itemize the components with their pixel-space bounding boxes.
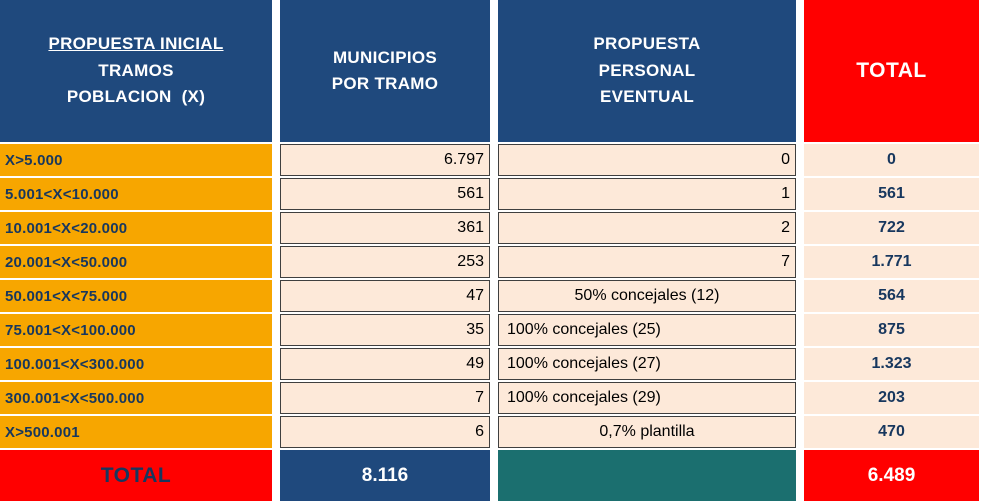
eventual-cell: 50% concejales (12) — [498, 280, 796, 312]
header-personal-eventual: PROPUESTA PERSONAL EVENTUAL — [498, 0, 796, 142]
eventual-cell: 0 — [498, 144, 796, 176]
header-municipios-line2: POR TRAMO — [331, 74, 439, 93]
municipios-cell: 253 — [280, 246, 490, 278]
eventual-cell: 100% concejales (25) — [498, 314, 796, 346]
header-tramos-poblacion: PROPUESTA INICIAL TRAMOS POBLACION (X) — [0, 0, 272, 142]
footer-grand-total: 6.489 — [804, 450, 979, 501]
municipios-cell: 6 — [280, 416, 490, 448]
footer-total-label: TOTAL — [0, 450, 272, 501]
total-cell: 561 — [804, 178, 979, 210]
municipios-cell: 361 — [280, 212, 490, 244]
header-municipios-line1: MUNICIPIOS — [332, 47, 438, 67]
header-tramos-line2: TRAMOS — [98, 60, 174, 80]
tramo-cell: 300.001<X<500.000 — [0, 382, 272, 414]
municipios-cell: 7 — [280, 382, 490, 414]
tramo-cell: 20.001<X<50.000 — [0, 246, 272, 278]
total-cell: 875 — [804, 314, 979, 346]
header-eventual-line2: PERSONAL — [598, 60, 696, 80]
tramo-cell: 10.001<X<20.000 — [0, 212, 272, 244]
header-municipios: MUNICIPIOS POR TRAMO — [280, 0, 490, 142]
total-cell: 0 — [804, 144, 979, 176]
tramo-cell: 5.001<X<10.000 — [0, 178, 272, 210]
eventual-cell: 1 — [498, 178, 796, 210]
municipios-cell: 35 — [280, 314, 490, 346]
total-cell: 722 — [804, 212, 979, 244]
municipios-cell: 6.797 — [280, 144, 490, 176]
municipios-cell: 47 — [280, 280, 490, 312]
header-tramos-line3: POBLACION (X) — [66, 87, 206, 107]
eventual-cell: 100% concejales (29) — [498, 382, 796, 414]
tramo-cell: 100.001<X<300.000 — [0, 348, 272, 380]
header-eventual-line3: EVENTUAL — [599, 87, 694, 107]
municipios-cell: 49 — [280, 348, 490, 380]
header-tramos-line1: PROPUESTA INICIAL — [48, 34, 224, 54]
tramo-cell: 50.001<X<75.000 — [0, 280, 272, 312]
eventual-cell: 0,7% plantilla — [498, 416, 796, 448]
header-total: TOTAL — [804, 0, 979, 142]
eventual-cell: 2 — [498, 212, 796, 244]
tramo-cell: 75.001<X<100.000 — [0, 314, 272, 346]
total-cell: 1.771 — [804, 246, 979, 278]
tramo-cell: X>500.001 — [0, 416, 272, 448]
total-cell: 564 — [804, 280, 979, 312]
municipios-cell: 561 — [280, 178, 490, 210]
header-eventual-line1: PROPUESTA — [593, 34, 701, 54]
total-cell: 1.323 — [804, 348, 979, 380]
header-total-label: TOTAL — [856, 58, 927, 82]
eventual-cell: 100% concejales (27) — [498, 348, 796, 380]
total-cell: 470 — [804, 416, 979, 448]
footer-municipios-total: 8.116 — [280, 450, 490, 501]
total-cell: 203 — [804, 382, 979, 414]
eventual-cell: 7 — [498, 246, 796, 278]
tramo-cell: X>5.000 — [0, 144, 272, 176]
footer-empty-cell — [498, 450, 796, 501]
